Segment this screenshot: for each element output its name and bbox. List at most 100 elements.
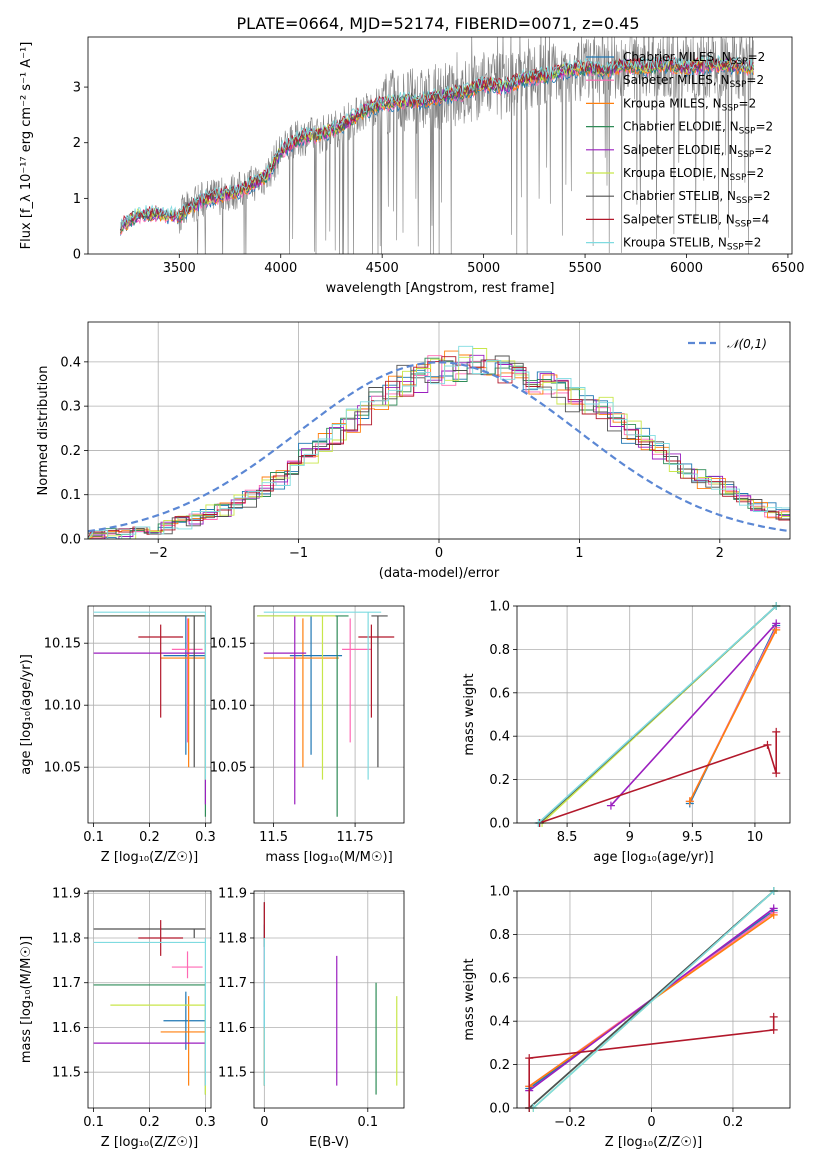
normal-curve-line: [88, 361, 790, 533]
legend-label: Chabrier MILES, NSSP=2: [623, 50, 765, 67]
y-tick-label: 11.8: [218, 931, 247, 946]
mass-weight-marker: [772, 769, 781, 778]
model-series-line: [120, 54, 754, 229]
x-tick-label: 0.3: [195, 1115, 216, 1130]
x-tick-label: 0.2: [723, 1115, 744, 1130]
y-tick-label: 0: [73, 248, 81, 263]
age_vs_Z-axes: 0.1 0.2 0.3 10.05 10.10 10.15 Z [log₁₀(Z/Z☉)] a…: [19, 605, 216, 865]
x-tick-label: 11.5: [259, 830, 288, 845]
y-axis-label: Flux [f_λ 10⁻¹⁷ erg cm⁻² s⁻¹ A⁻¹]: [19, 42, 34, 250]
residual-histogram: [88, 348, 790, 539]
x-axis-label: wavelength [Angstrom, rest frame]: [326, 281, 555, 296]
legend-entry: Chabrier ELODIE, NSSP=2: [586, 120, 773, 137]
axes-frame: [87, 36, 793, 255]
x-tick-label: 0: [435, 546, 443, 561]
y-tick-label: 11.6: [52, 1021, 81, 1036]
legend-entry: Chabrier MILES, NSSP=2: [586, 50, 765, 67]
mass-weight-marker: [763, 740, 772, 749]
y-tick-label: 1.0: [489, 885, 510, 900]
legend-entry: Chabrier STELIB, NSSP=2: [586, 189, 771, 206]
y-tick-label: 0.6: [489, 686, 510, 701]
x-tick-label: 9: [626, 830, 634, 845]
y-tick-label: 11.5: [218, 1066, 247, 1081]
x-tick-label: 0: [260, 1115, 268, 1130]
grid-layer: [88, 322, 790, 1109]
legend-label: Kroupa STELIB, NSSP=2: [623, 236, 761, 253]
x-tick-label: 1: [575, 546, 583, 561]
y-tick-label: 11.7: [52, 976, 81, 991]
spectrum-axes: 3500 4000 4500 5000 5500 6000 6500 0 1 2 3 waveleng…: [19, 36, 804, 296]
mass-weight-line: [610, 622, 777, 807]
legend-label: Salpeter STELIB, NSSP=4: [623, 212, 769, 229]
y-tick-label: 0.0: [60, 533, 81, 548]
y-tick-label: 0.4: [489, 730, 510, 745]
y-tick-label: 1: [73, 192, 81, 207]
x-tick-label: 4500: [366, 261, 399, 276]
y-tick-label: 11.8: [52, 931, 81, 946]
legend-label: Chabrier ELODIE, NSSP=2: [623, 120, 773, 137]
x-tick-label: 0.2: [139, 1115, 160, 1130]
mass-weight-line: [539, 731, 777, 824]
y-tick-label: 0.3: [60, 400, 81, 415]
legend-entry: Kroupa MILES, NSSP=2: [586, 96, 756, 113]
mass-weight-marker: [525, 1054, 534, 1063]
y-tick-label: 0.8: [489, 928, 510, 943]
mass-weight-line: [528, 1016, 775, 1108]
y-tick-label: 10.15: [210, 637, 247, 652]
mass_vs_Z-plot: [93, 920, 207, 1095]
y-tick-label: 0.0: [489, 817, 510, 832]
x-tick-label: −2: [149, 546, 168, 561]
axes-frame: [253, 605, 405, 824]
mass_vs_Z-axes: 0.1 0.2 0.3 11.5 11.6 11.7 11.8 11.9 Z [log₁₀(Z/…: [19, 887, 216, 1150]
y-tick-label: 10.10: [44, 699, 81, 714]
y-tick-label: 0.6: [489, 971, 510, 986]
y-tick-label: 10.10: [210, 699, 247, 714]
legend-label: Salpeter ELODIE, NSSP=2: [623, 143, 772, 160]
massweight_vs_age-plot: [534, 602, 781, 827]
y-tick-label: 0.1: [60, 488, 81, 503]
y-tick-label: 2: [73, 136, 81, 151]
y-axis-label: age [log₁₀(age/yr)]: [19, 654, 34, 775]
y-axis-label: Normed distribution: [36, 366, 51, 496]
legend-label: Kroupa ELODIE, NSSP=2: [623, 166, 764, 183]
x-tick-label: 0.1: [357, 1115, 378, 1130]
mass-weight-marker: [772, 727, 781, 736]
y-tick-label: 0.8: [489, 643, 510, 658]
axes-frame: [516, 605, 791, 824]
y-tick-label: 10.05: [44, 761, 81, 776]
y-tick-label: 0.2: [489, 1058, 510, 1073]
x-tick-label: 6000: [670, 261, 703, 276]
x-tick-label: 0: [647, 1115, 655, 1130]
x-tick-label: −1: [289, 546, 308, 561]
massweight_vs_age-axes: 8.5 9 9.5 10 0.0 0.2 0.4 0.6 0.8 1.0 age [log₁₀(ag…: [462, 600, 791, 865]
x-tick-label: 5000: [467, 261, 500, 276]
mass-weight-line: [537, 605, 777, 824]
x-tick-label: 9.5: [682, 830, 703, 845]
legend-entry: Salpeter ELODIE, NSSP=2: [586, 143, 772, 160]
legend-entry: Salpeter STELIB, NSSP=4: [586, 212, 769, 229]
y-tick-label: 10.05: [210, 761, 247, 776]
x-axis-label: E(B-V): [309, 1135, 349, 1150]
legend-label: Salpeter MILES, NSSP=2: [623, 73, 764, 90]
x-tick-label: 6500: [771, 261, 804, 276]
mass-weight-marker: [769, 1012, 778, 1021]
massweight_vs_Z-axes: −0.2 0 0.2 0.0 0.2 0.4 0.6 0.8 1.0 Z [log₁₀(Z/Z☉)…: [462, 885, 791, 1150]
age_vs_mass-axes: 11.5 11.75 10.05 10.10 10.15 mass [log₁₀(M/M☉…: [210, 605, 405, 865]
spectrum-plot: [120, 37, 754, 254]
mass-weight-marker: [606, 801, 615, 810]
y-tick-label: 11.9: [218, 887, 247, 902]
data-layer: [88, 37, 790, 1112]
y-tick-label: 3: [73, 81, 81, 96]
axes-frame: [87, 321, 791, 540]
y-tick-label: 0.4: [60, 355, 81, 370]
legend-entry: Kroupa STELIB, NSSP=2: [586, 236, 761, 253]
y-tick-label: 10.15: [44, 637, 81, 652]
x-tick-label: 0.1: [83, 830, 104, 845]
residual-plot: [88, 345, 790, 539]
y-axis-label: mass [log₁₀(M/M☉)]: [19, 936, 34, 1063]
legend-entry: Kroupa ELODIE, NSSP=2: [586, 166, 764, 183]
x-tick-label: −0.2: [554, 1115, 586, 1130]
mass-weight-marker: [685, 797, 694, 806]
x-axis-label: mass [log₁₀(M/M☉)]: [265, 850, 392, 865]
